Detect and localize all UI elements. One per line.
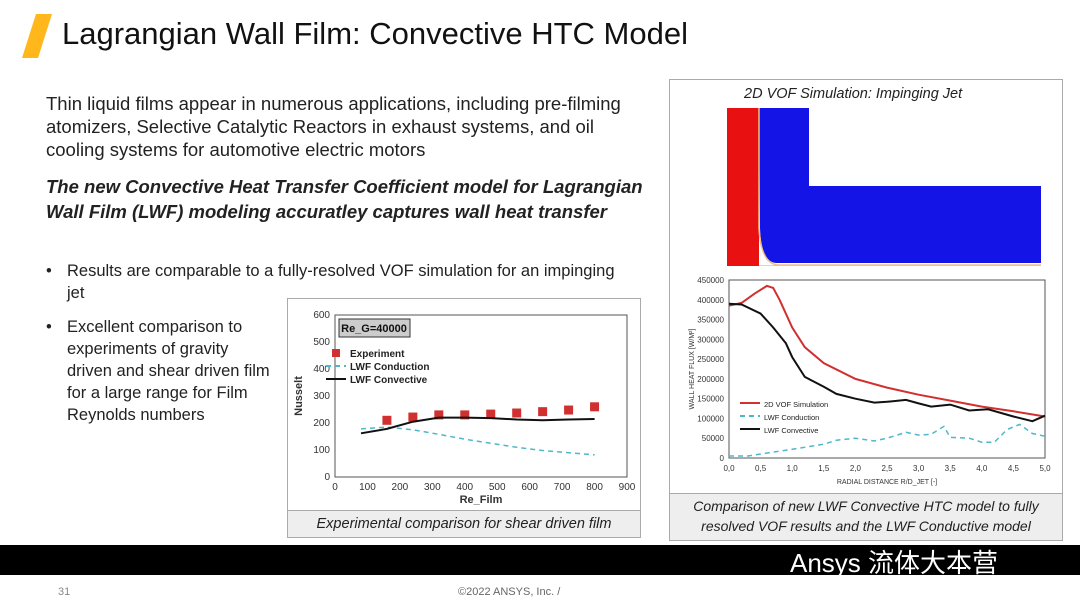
page-title: Lagrangian Wall Film: Convective HTC Mod… [62, 16, 688, 51]
data-point [486, 409, 496, 419]
y-tick-label: 200000 [697, 375, 724, 384]
data-point [538, 407, 548, 417]
watermark: Ansys 流体大本营 [790, 548, 999, 578]
y-tick-label: 450000 [697, 276, 724, 285]
data-point [434, 410, 444, 420]
x-tick-label: 2,0 [850, 464, 862, 473]
y-axis-label: Nusselt [293, 376, 305, 416]
x-tick-label: 400 [456, 482, 473, 493]
x-tick-label: 1,0 [787, 464, 799, 473]
y-tick-label: 400 [313, 364, 330, 375]
plot-frame [334, 314, 628, 478]
x-tick-label: 500 [489, 482, 506, 493]
x-axis-label: Re_Film [460, 494, 503, 506]
x-tick-label: 700 [554, 482, 571, 493]
x-tick-label: 0 [332, 482, 338, 493]
x-tick-label: 2,5 [881, 464, 893, 473]
legend-label: LWF Convective [764, 426, 818, 435]
y-tick-label: 250000 [697, 355, 724, 364]
bullet-text: Results are comparable to a fully-resolv… [67, 262, 615, 302]
wall-heat-flux-chart: 0 50000 100000 150000 200000 250000 300000 3500… [689, 276, 1051, 486]
y-tick-label: 100000 [697, 414, 724, 423]
copyright: ©2022 ANSYS, Inc. / [458, 586, 561, 598]
data-point [590, 402, 600, 412]
x-tick-label: 300 [424, 482, 441, 493]
annotation-label: Re_G=40000 [341, 323, 407, 335]
bullet-dot: • [46, 318, 52, 336]
y-tick-label: 100 [313, 445, 330, 456]
y-tick-label: 300 [313, 391, 330, 402]
x-tick-label: 600 [521, 482, 538, 493]
y-tick-label: 150000 [697, 395, 724, 404]
x-tick-label: 3,5 [945, 464, 957, 473]
data-point [564, 405, 574, 415]
legend-label: LWF Conduction [350, 362, 429, 373]
series-line [360, 416, 595, 435]
vof-simulation-image [727, 108, 1041, 266]
bullet-dot: • [46, 262, 52, 280]
annotation-box [338, 318, 411, 338]
x-tick-label: 5,0 [1039, 464, 1051, 473]
page-number: 31 [58, 586, 71, 598]
series-line [729, 423, 1046, 457]
y-tick-label: 50000 [702, 434, 725, 443]
x-tick-label: 200 [392, 482, 409, 493]
y-tick-label: 0 [720, 454, 725, 463]
data-point [382, 415, 392, 425]
series-line [728, 302, 1046, 423]
chart-caption: Experimental comparison for shear driven… [288, 510, 640, 537]
legend-label: 2D VOF Simulation [764, 400, 828, 409]
data-point [408, 412, 418, 422]
legend-label: LWF Convective [350, 375, 428, 386]
y-tick-label: 200 [313, 418, 330, 429]
y-tick-label: 500 [313, 337, 330, 348]
x-axis-label: RADIAL DISTANCE R/D_JET [-] [837, 479, 937, 486]
x-tick-label: 4,0 [976, 464, 988, 473]
data-point [460, 410, 470, 420]
legend-marker [332, 349, 340, 357]
vof-comparison-panel: 0 50000 100000 150000 200000 250000 300000 3500… [669, 79, 1063, 541]
x-tick-label: 0,5 [755, 464, 767, 473]
bullet-text: Excellent comparison to experiments of g… [67, 318, 270, 424]
x-tick-label: 100 [359, 482, 376, 493]
data-point [512, 408, 522, 418]
y-tick-label: 0 [324, 472, 330, 483]
x-tick-label: 4,5 [1008, 464, 1020, 473]
x-tick-label: 1,5 [818, 464, 830, 473]
y-axis-label: WALL HEAT FLUX [W/M²] [689, 329, 696, 410]
y-tick-label: 300000 [697, 335, 724, 344]
footer-bar [0, 545, 1080, 575]
legend-label: LWF Conduction [764, 413, 819, 422]
series-line [360, 426, 595, 456]
x-tick-label: 0,0 [723, 464, 735, 473]
x-tick-label: 3,0 [913, 464, 925, 473]
legend-label: Experiment [350, 349, 405, 360]
shear-film-chart-panel: 0 100 200 300 400 500 600 0 100 200 300 400 500 600 70… [287, 298, 641, 538]
vof-title: 2D VOF Simulation: Impinging Jet [744, 86, 963, 102]
lead-statement: The new Convective Heat Transfer Coeffic… [46, 176, 643, 222]
nusselt-chart: 0 100 200 300 400 500 600 0 100 200 300 400 500 600 70… [293, 310, 636, 506]
intro-paragraph: Thin liquid films appear in numerous app… [46, 93, 621, 160]
series-line [728, 284, 1046, 418]
x-tick-label: 900 [619, 482, 636, 493]
chart-caption: Comparison of new LWF Convective HTC mod… [670, 493, 1062, 540]
accent-slash-logo [22, 14, 52, 58]
y-tick-label: 400000 [697, 296, 724, 305]
y-tick-label: 350000 [697, 316, 724, 325]
plot-frame [728, 279, 1046, 459]
x-tick-label: 800 [586, 482, 603, 493]
y-tick-label: 600 [313, 310, 330, 321]
